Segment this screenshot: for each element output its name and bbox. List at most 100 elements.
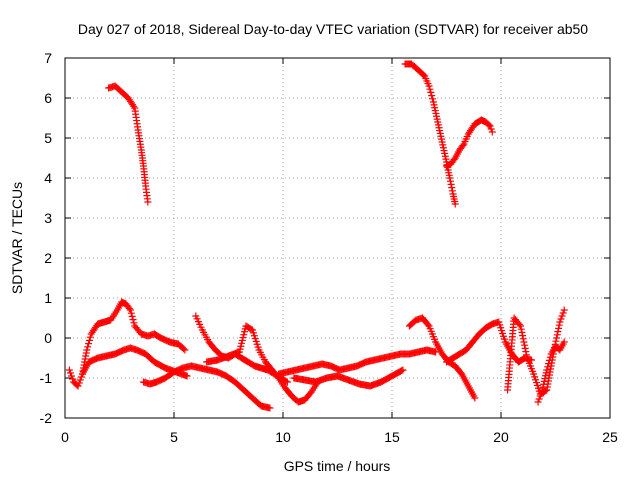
- chart-title: Day 027 of 2018, Sidereal Day-to-day VTE…: [78, 21, 588, 37]
- data-point: [86, 333, 94, 341]
- series-arc-low-6: [275, 346, 440, 378]
- series-arc-low-1: [65, 298, 189, 390]
- data-point: [429, 95, 437, 103]
- data-point: [425, 82, 433, 90]
- data-point: [446, 174, 454, 182]
- data-point: [521, 344, 529, 352]
- data-point: [427, 88, 435, 96]
- x-tick-label: 25: [602, 429, 618, 445]
- data-point: [68, 372, 76, 380]
- data-point: [557, 315, 565, 323]
- plot-frame: [64, 57, 611, 419]
- data-point: [84, 343, 92, 351]
- data-point: [130, 319, 138, 327]
- data-point: [534, 398, 542, 406]
- data-point: [519, 332, 527, 340]
- data-point: [543, 366, 551, 374]
- data-point: [126, 306, 134, 314]
- data-point: [542, 387, 550, 395]
- data-point: [127, 309, 135, 317]
- x-tick-label: 10: [275, 429, 291, 445]
- y-tick-labels: -2 -1 0 1 2 3 4 5 6 7: [40, 50, 53, 426]
- x-tick-label: 5: [170, 429, 178, 445]
- data-point: [488, 128, 496, 136]
- data-point: [447, 180, 455, 188]
- data-point: [536, 392, 544, 400]
- axis-ticks: [64, 57, 611, 419]
- data-point: [459, 142, 467, 149]
- data-point: [398, 367, 406, 375]
- series-arc-high-2: [401, 60, 459, 208]
- data-point: [85, 336, 93, 344]
- data-point: [426, 85, 434, 93]
- y-tick-label: 5: [44, 130, 52, 146]
- data-point: [485, 121, 493, 129]
- data-point: [125, 305, 133, 312]
- series-arc-low-11: [534, 338, 568, 406]
- series-arc-high-3: [443, 116, 496, 170]
- data-point: [523, 351, 531, 359]
- x-tick-label: 15: [384, 429, 400, 445]
- data-point: [180, 345, 188, 353]
- data-point: [555, 324, 563, 332]
- data-point: [553, 334, 561, 342]
- y-tick-label: 1: [44, 290, 52, 306]
- data-point: [518, 328, 526, 336]
- series-arc-high-1: [105, 82, 152, 206]
- series-arc-low-5: [203, 322, 322, 406]
- data-point: [471, 394, 479, 402]
- x-axis-label: GPS time / hours: [284, 458, 391, 474]
- data-point: [183, 372, 191, 380]
- data-point: [544, 363, 552, 371]
- data-point: [556, 318, 564, 326]
- data-point: [424, 321, 432, 329]
- y-axis-label: SDTVAR / TECUs: [9, 182, 25, 294]
- data-point: [247, 325, 255, 333]
- y-tick-label: 6: [44, 90, 52, 106]
- data-point: [486, 122, 494, 130]
- data-point: [519, 335, 527, 343]
- series-arc-low-7: [290, 366, 407, 390]
- data-point: [130, 102, 138, 110]
- data-point: [128, 312, 136, 320]
- data-point: [448, 187, 456, 195]
- x-tick-labels: 0 5 10 15 20 25: [61, 429, 618, 445]
- data-point: [129, 316, 137, 324]
- data-point: [535, 395, 543, 403]
- data-point: [144, 198, 152, 206]
- x-tick-label: 0: [61, 429, 69, 445]
- data-point: [451, 200, 459, 208]
- data-point: [546, 353, 554, 361]
- data-point: [515, 320, 523, 328]
- data-point: [83, 346, 91, 354]
- data-point: [181, 346, 189, 354]
- y-tick-label: 4: [44, 170, 52, 186]
- y-tick-label: 3: [44, 210, 52, 226]
- series-arc-low-10: [504, 306, 568, 398]
- data-point: [559, 309, 567, 317]
- x-tick-label: 20: [493, 429, 509, 445]
- data-point: [553, 331, 561, 339]
- data-point: [522, 348, 530, 356]
- data-point: [520, 338, 528, 346]
- data-point: [446, 177, 454, 185]
- data-point: [545, 356, 553, 364]
- data-point: [283, 378, 291, 386]
- data-point: [77, 373, 85, 381]
- data-point: [74, 382, 82, 390]
- data-point: [76, 376, 84, 384]
- series-arc-low-8: [405, 314, 479, 402]
- y-tick-label: 2: [44, 250, 52, 266]
- data-point: [487, 125, 495, 133]
- data-point: [545, 360, 553, 368]
- data-point: [554, 328, 562, 336]
- series-arc-low-2: [78, 344, 191, 380]
- data-point: [65, 366, 73, 374]
- y-tick-label: 7: [44, 50, 52, 66]
- data-point: [537, 389, 545, 397]
- data-point: [266, 404, 274, 412]
- data-point: [517, 322, 525, 330]
- data-point: [85, 340, 93, 348]
- data-marks: [65, 60, 568, 412]
